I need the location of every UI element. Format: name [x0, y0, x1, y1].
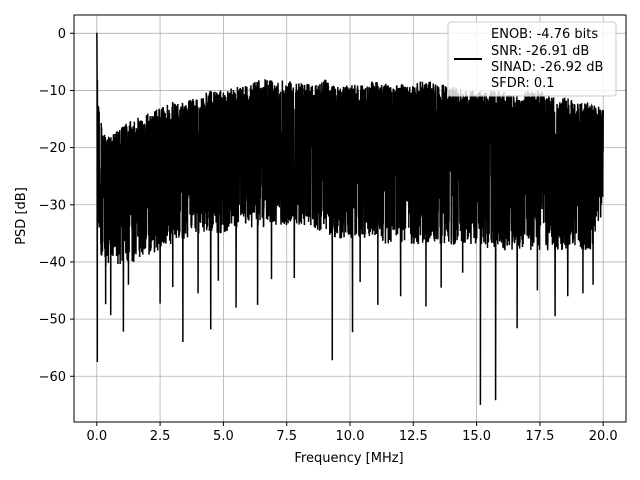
legend: ENOB: -4.76 bits SNR: -26.91 dB SINAD: -… — [447, 21, 617, 97]
y-tick-label: 0 — [58, 27, 66, 42]
plot-area — [96, 32, 604, 405]
y-tick-label: −10 — [39, 84, 66, 99]
x-tick-label: 15.0 — [462, 429, 491, 444]
legend-box — [447, 21, 617, 97]
y-tick-label: −40 — [39, 255, 66, 270]
x-tick-label: 7.5 — [276, 429, 297, 444]
y-axis-label: PSD [dB] — [14, 187, 29, 245]
legend-entry-sfdr: SFDR: 0.1 — [491, 76, 555, 91]
y-tick-label: −60 — [39, 370, 66, 385]
x-tick-label: 12.5 — [399, 429, 428, 444]
legend-entry-snr: SNR: -26.91 dB — [491, 44, 589, 59]
legend-entry-sinad: SINAD: -26.92 dB — [491, 60, 603, 75]
psd-series-line — [96, 32, 604, 405]
y-tick-label: −20 — [39, 141, 66, 156]
x-tick-label: 0.0 — [86, 429, 107, 444]
y-tick-label: −30 — [39, 198, 66, 213]
x-tick-label: 20.0 — [589, 429, 618, 444]
axis-ticks: 0.0 2.5 5.0 7.5 10.0 12.5 15.0 17.5 20.0 0 −10 −20 −… — [39, 27, 618, 444]
x-tick-label: 10.0 — [336, 429, 365, 444]
y-tick-label: −50 — [39, 313, 66, 328]
x-tick-label: 17.5 — [525, 429, 554, 444]
legend-entry-enob: ENOB: -4.76 bits — [491, 27, 598, 42]
x-tick-label: 5.0 — [213, 429, 234, 444]
x-tick-label: 2.5 — [150, 429, 171, 444]
x-axis-label: Frequency [MHz] — [294, 451, 403, 466]
